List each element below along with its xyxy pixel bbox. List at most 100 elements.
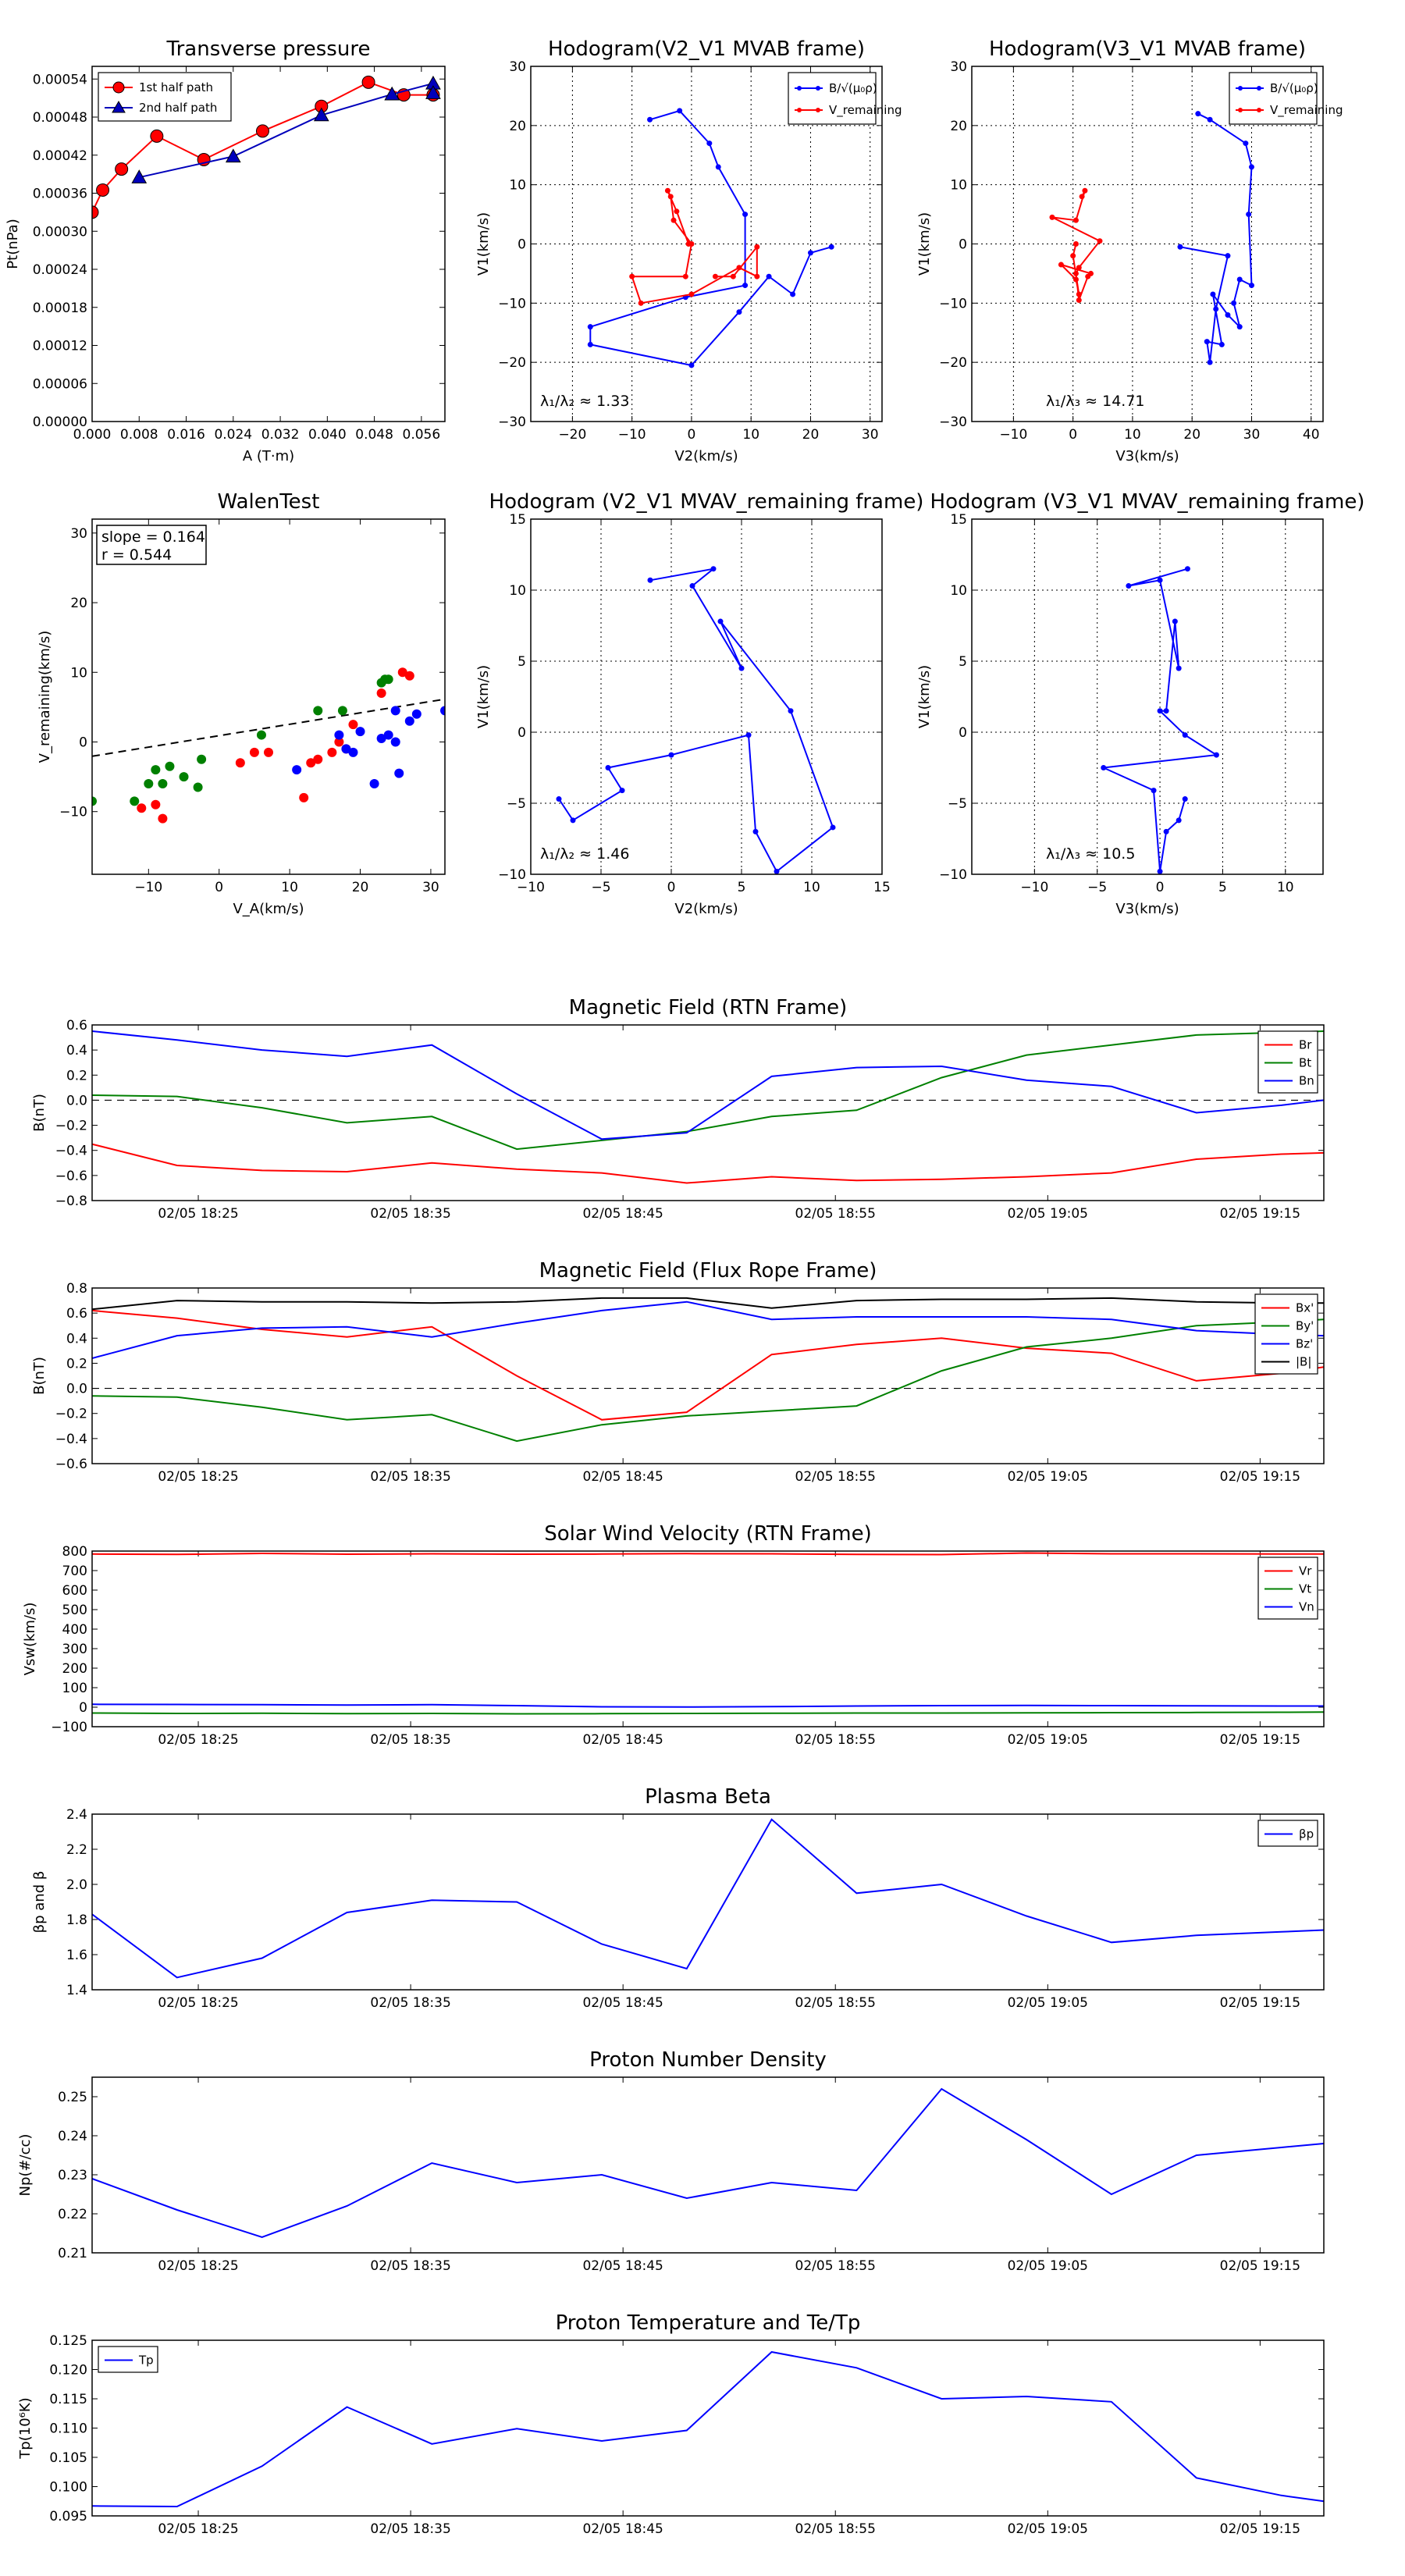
series-vn-line	[92, 1703, 1324, 1708]
x-tick-label: 30	[1243, 427, 1261, 443]
legend: Tp	[98, 2346, 158, 2373]
data-point	[1088, 270, 1094, 276]
data-point	[131, 169, 148, 183]
y-tick-label: 0.120	[49, 2363, 87, 2379]
data-point	[158, 813, 168, 824]
y-tick-label: 0.4	[66, 1043, 87, 1059]
y-tick-label: 0.6	[66, 1306, 87, 1322]
data-point	[292, 765, 302, 775]
y-tick-label: 1.4	[66, 1983, 87, 1998]
y-tick-label: 0.23	[58, 2168, 87, 2183]
x-tick-label: 0.032	[261, 427, 300, 443]
series-np-line	[92, 2087, 1324, 2239]
data-point	[1076, 297, 1082, 304]
y-tick-label: 30	[509, 59, 526, 75]
series-bt-line	[92, 1030, 1324, 1151]
chart-sw-velocity: Solar Wind Velocity (RTN Frame) 02/05 18:…	[22, 1522, 1325, 1748]
x-tick-label: 02/05 18:55	[795, 1732, 876, 1748]
series-1st-half-path-line	[92, 81, 433, 213]
x-tick-label: 02/05 19:05	[1008, 2258, 1088, 2274]
data-point	[1076, 291, 1082, 297]
y-tick-label: −10	[939, 296, 967, 311]
legend-label: By'	[1296, 1319, 1314, 1333]
data-point	[689, 583, 695, 589]
data-point	[688, 362, 695, 368]
x-axis-label: V3(km/s)	[1115, 448, 1179, 464]
data-point	[1213, 306, 1219, 312]
eigen-ratio: λ₁/λ₂ ≈ 1.33	[540, 393, 629, 410]
axes-frame	[530, 518, 883, 875]
data-point	[1225, 253, 1231, 259]
data-point	[1210, 291, 1216, 297]
y-tick-label: 10	[950, 583, 967, 599]
data-point	[255, 124, 269, 138]
x-tick-label: −20	[558, 427, 586, 443]
x-tick-label: 10	[1277, 880, 1294, 895]
legend-label: Tp	[138, 2354, 154, 2368]
x-tick-label: 02/05 18:55	[795, 1995, 876, 2011]
data-point	[1151, 788, 1157, 794]
axes-frame	[530, 66, 883, 422]
legend-marker	[112, 81, 125, 94]
data-point	[677, 108, 683, 114]
y-tick-label: 0.4	[66, 1331, 87, 1347]
data-point	[383, 730, 393, 740]
series-tp-line	[92, 2350, 1324, 2508]
axes-frame	[91, 1550, 1325, 1727]
legend-label: 1st half path	[139, 80, 213, 94]
x-tick-label: 10	[803, 880, 820, 895]
data-point	[1182, 796, 1188, 802]
data-point	[1072, 217, 1079, 223]
stats-box	[96, 525, 207, 565]
data-point	[754, 273, 760, 279]
data-point	[397, 667, 407, 678]
legend-label: Bz'	[1296, 1337, 1313, 1351]
data-point	[313, 107, 329, 122]
data-point	[766, 273, 772, 279]
x-tick-label: 02/05 18:35	[370, 1995, 450, 2011]
data-point	[1248, 164, 1254, 170]
y-axis-label: V_remaining(km/s)	[37, 631, 53, 763]
chart-hodogram-v2v1-mvav: Hodogram (V2_V1 MVAV_remaining frame) −10…	[475, 490, 923, 917]
chart-title: Transverse pressure	[166, 37, 371, 61]
data-point	[717, 618, 724, 624]
data-point	[742, 212, 749, 218]
y-tick-label: 1.8	[66, 1912, 87, 1928]
y-tick-label: 0.00006	[33, 376, 87, 392]
legend-marker	[797, 86, 802, 91]
x-tick-label: 02/05 18:25	[158, 1206, 238, 1222]
chart-title: Proton Number Density	[589, 2048, 827, 2072]
legend-marker	[816, 86, 820, 91]
x-axis-label: V2(km/s)	[674, 448, 738, 464]
legend-label: Bx'	[1296, 1301, 1314, 1315]
y-tick-label: −100	[51, 1720, 87, 1735]
y-tick-label: 0.115	[49, 2392, 87, 2407]
series-b--line	[589, 109, 832, 367]
y-tick-label: 0.00036	[33, 187, 87, 202]
data-point	[667, 194, 674, 200]
data-point	[440, 706, 445, 716]
y-tick-label: −30	[498, 415, 526, 430]
data-point	[115, 162, 129, 176]
plot-area	[92, 2087, 1324, 2239]
axes-frame	[971, 518, 1324, 875]
data-point	[1157, 577, 1163, 583]
data-point	[165, 761, 175, 771]
data-point	[411, 709, 422, 719]
y-tick-label: 700	[62, 1564, 87, 1579]
data-point	[137, 803, 147, 813]
x-tick-label: 02/05 19:05	[1008, 1995, 1088, 2011]
data-point	[1172, 618, 1178, 624]
legend-box	[1229, 72, 1318, 125]
x-tick-label: 02/05 19:15	[1220, 2258, 1300, 2274]
x-tick-label: 02/05 18:35	[370, 2521, 450, 2537]
data-point	[790, 291, 796, 297]
legend-label: |B|	[1296, 1355, 1311, 1369]
chart-title: Magnetic Field (RTN Frame)	[569, 996, 848, 1019]
data-point	[256, 730, 266, 740]
y-tick-label: 0	[79, 735, 87, 750]
x-tick-label: −10	[618, 427, 646, 443]
data-point	[788, 708, 794, 714]
x-tick-label: 0.016	[167, 427, 205, 443]
chart-title: WalenTest	[218, 490, 320, 514]
